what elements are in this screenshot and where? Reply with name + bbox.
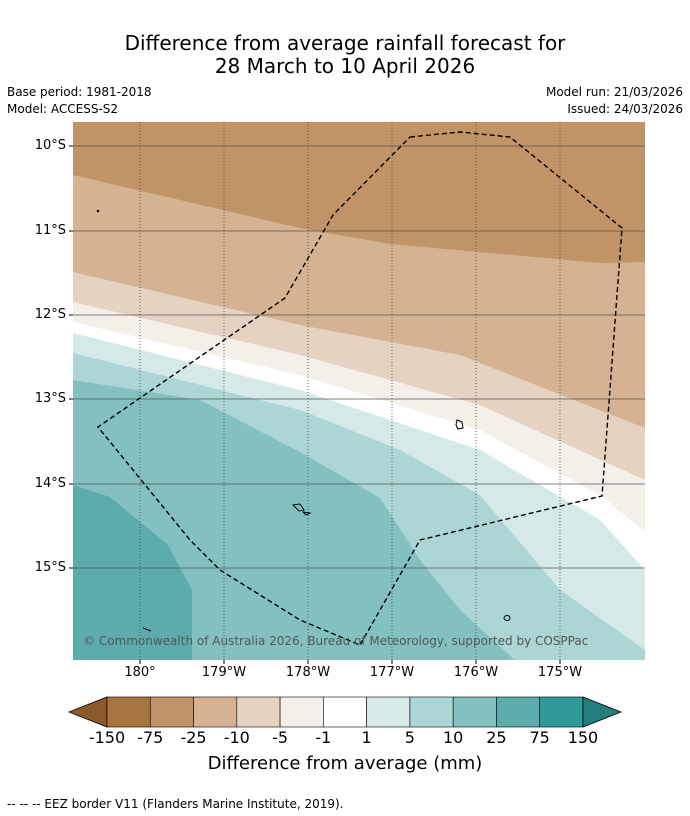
lon-label-175w: 175°W bbox=[537, 665, 583, 680]
colorbar-label-4: -5 bbox=[272, 728, 289, 747]
islands bbox=[96, 209, 511, 632]
model-text: Model: ACCESS-S2 bbox=[7, 102, 119, 116]
island-alofi bbox=[301, 511, 312, 516]
meta-left: Base period: 1981-2018 Model: ACCESS-S2 bbox=[7, 84, 152, 118]
colorbar-label-2: -25 bbox=[180, 728, 207, 747]
colorbar-label-9: 25 bbox=[486, 728, 507, 747]
lon-label-178w: 178°W bbox=[285, 665, 331, 680]
y-ticks bbox=[69, 145, 73, 569]
meta-right: Model run: 21/03/2026 Issued: 24/03/2026 bbox=[546, 84, 683, 118]
issued-text: Issued: 24/03/2026 bbox=[567, 102, 683, 116]
lon-label-177w: 177°W bbox=[369, 665, 415, 680]
island-futuna bbox=[291, 503, 305, 512]
colorbar-label-7: 5 bbox=[404, 728, 415, 747]
lon-label-176w: 176°W bbox=[453, 665, 499, 680]
colorbar-swatches bbox=[106, 696, 584, 728]
base-period-text: Base period: 1981-2018 bbox=[7, 85, 152, 99]
colorbar-label-6: 1 bbox=[361, 728, 372, 747]
colorbar bbox=[67, 696, 623, 728]
colorbar-label-11: 150 bbox=[567, 728, 599, 747]
map-plot-area bbox=[73, 122, 645, 660]
colorbar-high-arrow bbox=[582, 696, 623, 728]
colorbar-label-0: -150 bbox=[88, 728, 126, 747]
model-run-text: Model run: 21/03/2026 bbox=[545, 85, 683, 99]
colorbar-label-1: -75 bbox=[137, 728, 164, 747]
lat-label-14s: 14°S bbox=[34, 476, 66, 491]
lat-label-11s: 11°S bbox=[34, 223, 66, 238]
eez-border bbox=[96, 131, 623, 646]
colorbar-swatch-6 bbox=[366, 696, 411, 728]
map-title-line2: 28 March to 10 April 2026 bbox=[214, 54, 476, 78]
colorbar-swatch-7 bbox=[409, 696, 454, 728]
colorbar-low-arrow bbox=[67, 696, 108, 728]
map-title-line1: Difference from average rainfall forecas… bbox=[124, 31, 566, 55]
lat-label-15s: 15°S bbox=[34, 560, 66, 575]
colorbar-label-10: 75 bbox=[529, 728, 550, 747]
colorbar-label-3: -10 bbox=[223, 728, 250, 747]
island-islet bbox=[96, 209, 100, 213]
colorbar-title: Difference from average (mm) bbox=[207, 753, 483, 774]
lon-label-179w: 179°W bbox=[201, 665, 247, 680]
colorbar-swatch-5 bbox=[323, 696, 367, 728]
copyright-text: © Commonwealth of Australia 2026, Bureau… bbox=[83, 634, 588, 648]
lat-label-12s: 12°S bbox=[34, 307, 66, 322]
colorbar-swatch-8 bbox=[452, 696, 497, 728]
colorbar-label-5: -1 bbox=[315, 728, 332, 747]
island-wallis bbox=[455, 419, 464, 430]
lon-label-180: 180° bbox=[124, 665, 156, 680]
colorbar-swatch-10 bbox=[539, 696, 584, 728]
colorbar-swatch-0 bbox=[106, 696, 151, 728]
island-east bbox=[503, 615, 511, 621]
x-ticks bbox=[139, 660, 561, 664]
colorbar-swatch-9 bbox=[496, 696, 540, 728]
colorbar-swatch-2 bbox=[193, 696, 238, 728]
colorbar-swatch-3 bbox=[236, 696, 281, 728]
lat-label-10s: 10°S bbox=[34, 138, 66, 153]
island-southwest bbox=[142, 627, 152, 632]
lat-label-13s: 13°S bbox=[34, 391, 66, 406]
band-plus-25 bbox=[73, 485, 192, 660]
colorbar-label-8: 10 bbox=[442, 728, 464, 747]
eez-legend-text: -- -- -- EEZ border V11 (Flanders Marine… bbox=[7, 797, 344, 811]
colorbar-swatch-4 bbox=[279, 696, 324, 728]
colorbar-swatch-1 bbox=[149, 696, 194, 728]
grid-lines bbox=[73, 145, 645, 569]
